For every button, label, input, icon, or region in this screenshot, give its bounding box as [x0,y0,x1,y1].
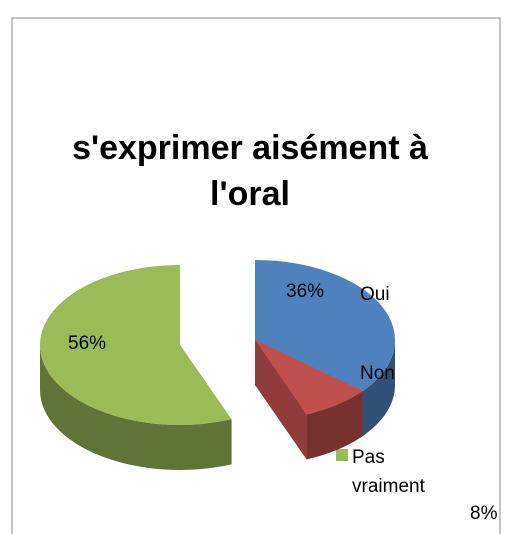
slice-side [306,390,363,460]
chart-frame [11,17,501,534]
chart-title: s'exprimer aisément à l'oral [72,129,428,213]
legend-marker [336,449,348,461]
slice-top [255,260,395,391]
slice-top [40,265,232,426]
legend-label: Pas vraiment [352,447,425,497]
slice-side [362,340,395,436]
slice-cut-face [255,340,307,460]
data-label: 8% [470,503,498,524]
slice-side [40,345,232,470]
data-label: 36% [286,281,325,302]
legend-label: Oui [360,284,390,305]
slice-top [255,340,363,415]
data-label: 56% [68,333,107,354]
pie-slice [40,265,232,470]
legend-label: Non [360,363,395,384]
pie-slice [255,340,363,460]
